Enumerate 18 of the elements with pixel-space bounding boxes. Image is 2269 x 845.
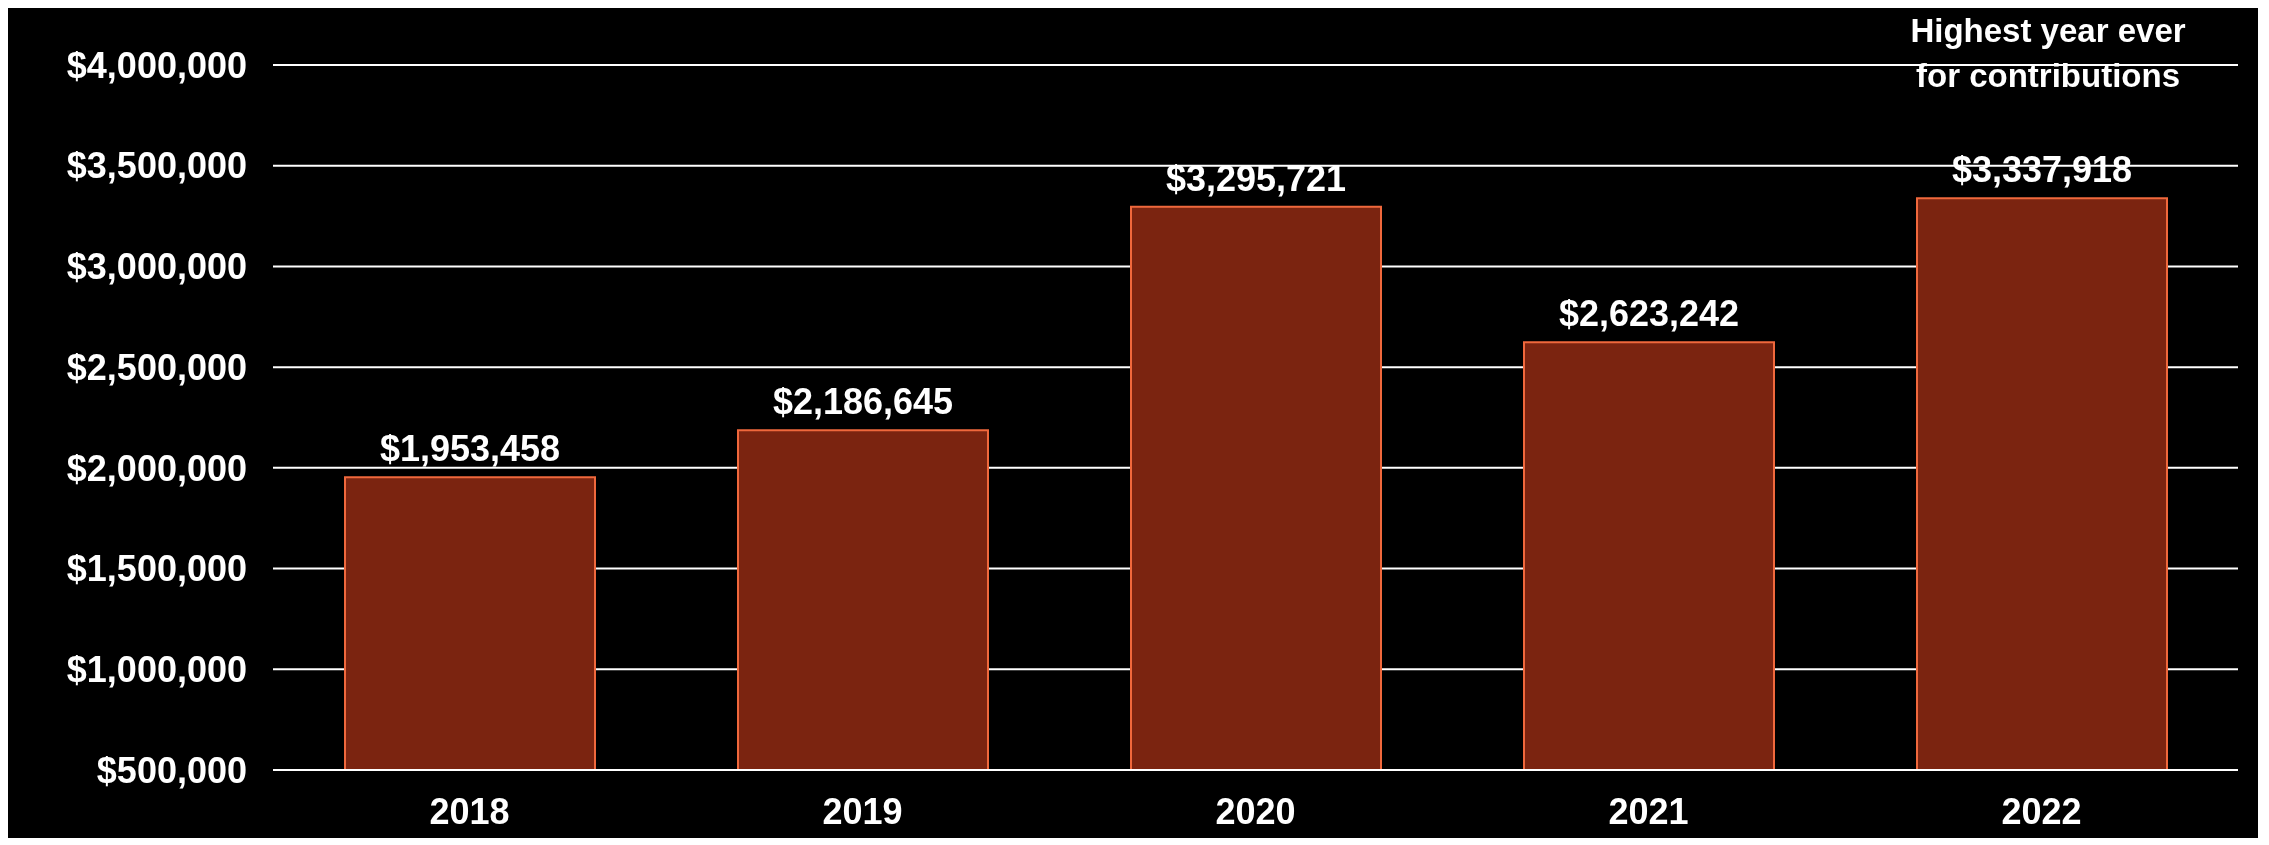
x-tick-label: 2018 xyxy=(429,790,510,832)
data-label: $1,953,458 xyxy=(379,428,561,470)
x-tick-label: 2021 xyxy=(1608,790,1689,832)
data-label: $2,186,645 xyxy=(772,381,954,423)
y-tick-label: $1,000,000 xyxy=(66,649,247,691)
y-tick-label: $3,500,000 xyxy=(66,145,247,187)
x-tick-label: 2019 xyxy=(822,790,903,832)
y-tick-label: $4,000,000 xyxy=(66,44,247,86)
y-tick-label: $500,000 xyxy=(96,749,247,791)
data-label: $3,295,721 xyxy=(1165,157,1347,199)
data-label: $2,623,242 xyxy=(1558,293,1740,335)
y-tick-label: $1,500,000 xyxy=(66,548,247,590)
y-tick-label: $3,000,000 xyxy=(66,246,247,288)
x-tick-label: 2020 xyxy=(1215,790,1296,832)
x-tick-label: 2022 xyxy=(2001,790,2082,832)
annotation: Highest year ever for contributions xyxy=(1909,11,2187,96)
y-tick-label: $2,000,000 xyxy=(66,447,247,489)
y-tick-label: $2,500,000 xyxy=(66,346,247,388)
